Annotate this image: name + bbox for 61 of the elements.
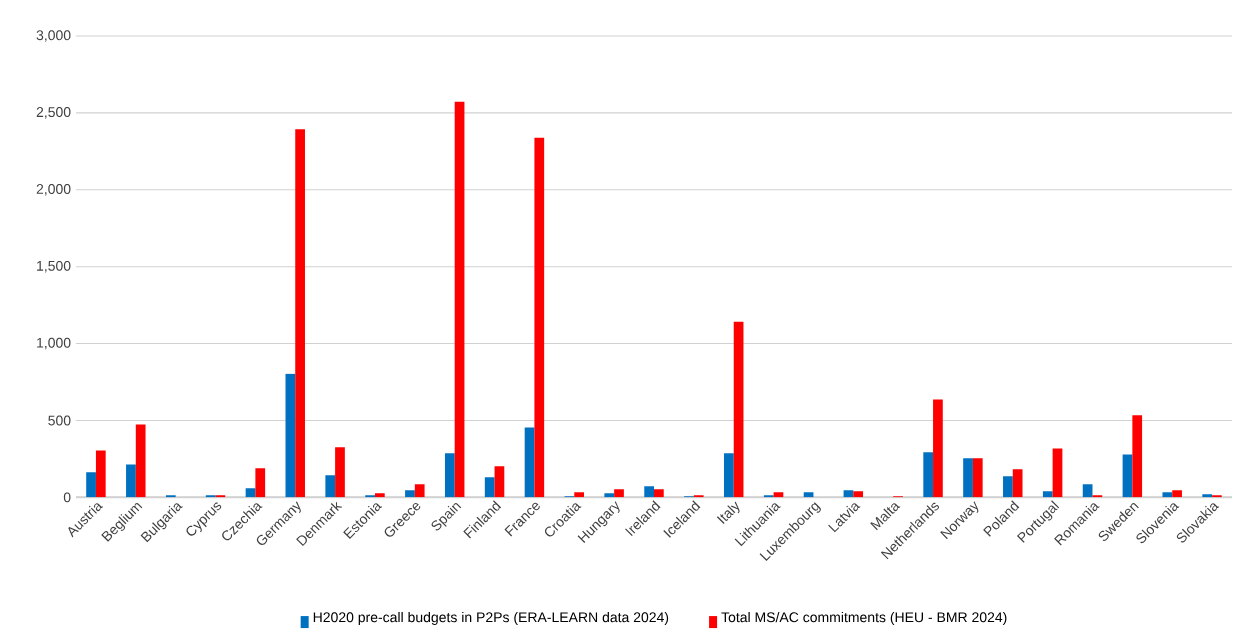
bar <box>255 468 266 498</box>
bar <box>933 399 943 498</box>
bar <box>1162 492 1173 498</box>
legend-label: Total MS/AC commitments (HEU - BMR 2024) <box>721 611 1007 625</box>
y-tick-label: 2,500 <box>36 107 71 119</box>
bar <box>972 458 983 498</box>
bar <box>733 321 744 498</box>
bar <box>444 453 455 498</box>
bar <box>405 490 415 498</box>
bar <box>1202 494 1213 498</box>
bar <box>1132 415 1143 498</box>
bar <box>365 495 375 498</box>
bar <box>165 495 176 498</box>
bar <box>295 129 305 498</box>
bar <box>803 492 814 498</box>
bar <box>325 475 336 498</box>
bar <box>1003 476 1013 498</box>
bar <box>763 495 774 498</box>
bar <box>963 458 973 498</box>
bar <box>693 495 704 498</box>
bar <box>614 489 624 498</box>
bar <box>524 427 535 498</box>
bar <box>215 495 226 498</box>
bar <box>1052 448 1063 498</box>
bar <box>414 484 425 498</box>
bar <box>574 492 585 498</box>
y-tick-label: 2,000 <box>36 184 71 196</box>
bar <box>534 137 545 498</box>
bar <box>245 488 256 498</box>
bar <box>126 464 136 498</box>
y-tick-label: 500 <box>48 415 71 426</box>
bar <box>843 490 854 498</box>
bar <box>1092 495 1103 498</box>
bar <box>86 472 96 498</box>
bar <box>604 493 615 498</box>
y-tick-label: 1,500 <box>37 260 71 273</box>
bar <box>1212 495 1222 498</box>
bar <box>1012 469 1023 498</box>
bar <box>335 447 345 498</box>
bar <box>1172 490 1182 498</box>
bar <box>484 477 495 498</box>
bar <box>454 101 465 498</box>
bar <box>773 492 784 498</box>
bar <box>724 453 734 498</box>
bar <box>1122 454 1133 498</box>
legend-label: H2020 pre-call budgets in P2Ps (ERA-LEARN data 2024) <box>313 611 669 625</box>
bar <box>374 493 385 498</box>
bar <box>644 486 655 498</box>
y-tick-label: 1,000 <box>37 337 71 350</box>
y-tick-label: 3,000 <box>36 30 71 42</box>
bar <box>135 424 146 498</box>
bar <box>285 373 296 498</box>
bar <box>654 489 664 498</box>
bar <box>853 491 864 498</box>
bar <box>1082 484 1093 498</box>
bar <box>1042 491 1053 498</box>
bar <box>205 495 216 498</box>
bar <box>95 450 106 498</box>
bar <box>494 466 505 498</box>
bar <box>923 452 934 498</box>
y-tick-label: 0 <box>63 492 71 503</box>
